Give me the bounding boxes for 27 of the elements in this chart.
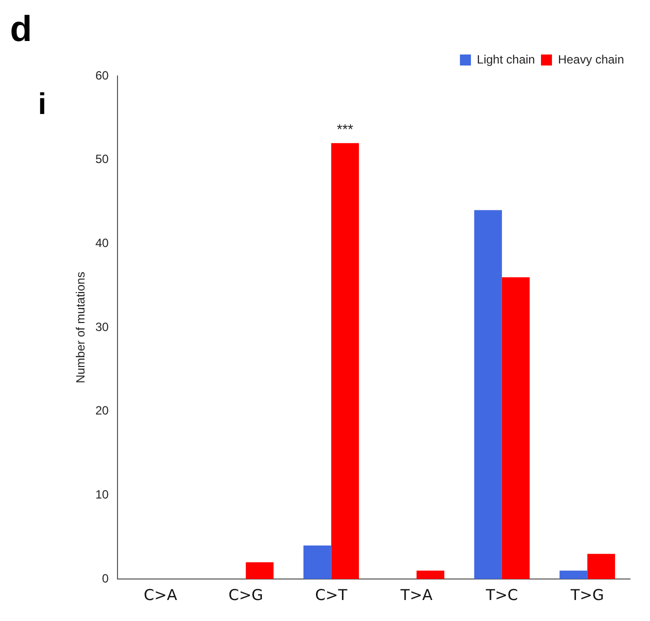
bar <box>474 210 502 579</box>
legend-label: Light chain <box>476 52 535 66</box>
x-tick-label: C>A <box>144 586 178 604</box>
bar <box>246 562 274 579</box>
annotation: *** <box>336 120 354 137</box>
text: i <box>38 88 46 122</box>
x-tick-label: C>T <box>315 586 348 604</box>
y-tick-label: 40 <box>95 236 110 250</box>
x-tick-label: T>C <box>484 586 518 604</box>
y-tick-label: 50 <box>95 152 110 166</box>
y-tick-label: 0 <box>102 571 110 586</box>
bar <box>416 570 444 579</box>
y-axis-title: Number of mutations <box>74 272 88 384</box>
y-tick-label: 60 <box>95 68 110 82</box>
x-tick-label: T>A <box>400 586 434 604</box>
y-tick-label: 30 <box>95 320 110 334</box>
bar <box>587 554 616 579</box>
bar <box>502 277 530 579</box>
x-tick-label: T>G <box>570 586 604 604</box>
text: d <box>10 8 32 50</box>
y-tick-label: 20 <box>95 404 110 418</box>
legend-label: Heavy chain <box>558 52 624 66</box>
bar <box>331 143 359 579</box>
bar <box>560 570 588 579</box>
bar <box>303 545 332 579</box>
x-tick-label: C>G <box>228 586 264 604</box>
y-tick-label: 10 <box>95 487 110 502</box>
